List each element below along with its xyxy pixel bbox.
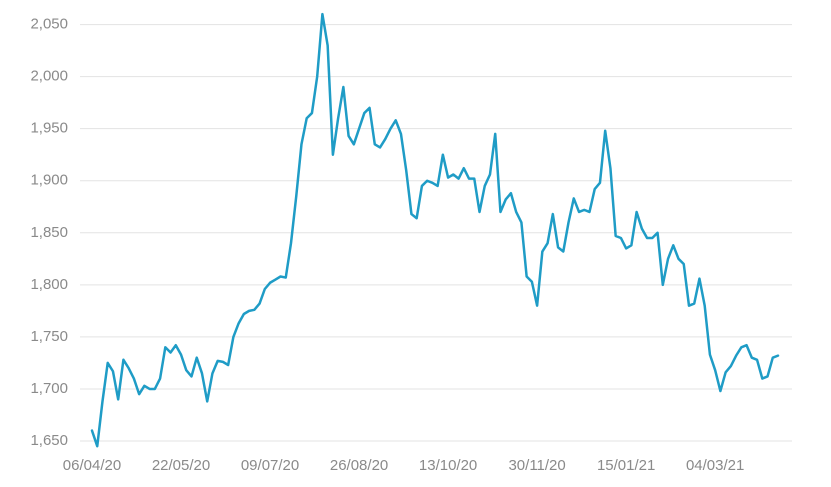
y-tick-label: 1,950 — [30, 120, 68, 137]
x-tick-label: 09/07/20 — [241, 457, 299, 474]
x-tick-label: 15/01/21 — [597, 457, 655, 474]
y-tick-label: 1,650 — [30, 432, 68, 449]
y-tick-label: 2,000 — [30, 68, 68, 85]
y-tick-label: 1,850 — [30, 224, 68, 241]
x-tick-label: 30/11/20 — [508, 457, 565, 474]
x-tick-label: 13/10/20 — [419, 457, 477, 474]
y-tick-label: 1,800 — [30, 276, 68, 293]
y-tick-label: 2,050 — [30, 16, 68, 33]
x-tick-label: 26/08/20 — [330, 457, 388, 474]
x-tick-label: 22/05/20 — [152, 457, 210, 474]
price-line — [90, 12, 780, 448]
y-tick-label: 1,700 — [30, 380, 68, 397]
x-tick-label: 04/03/21 — [686, 457, 744, 474]
y-tick-label: 1,750 — [30, 328, 68, 345]
x-tick-label: 06/04/20 — [63, 457, 121, 474]
y-tick-label: 1,900 — [30, 172, 68, 189]
